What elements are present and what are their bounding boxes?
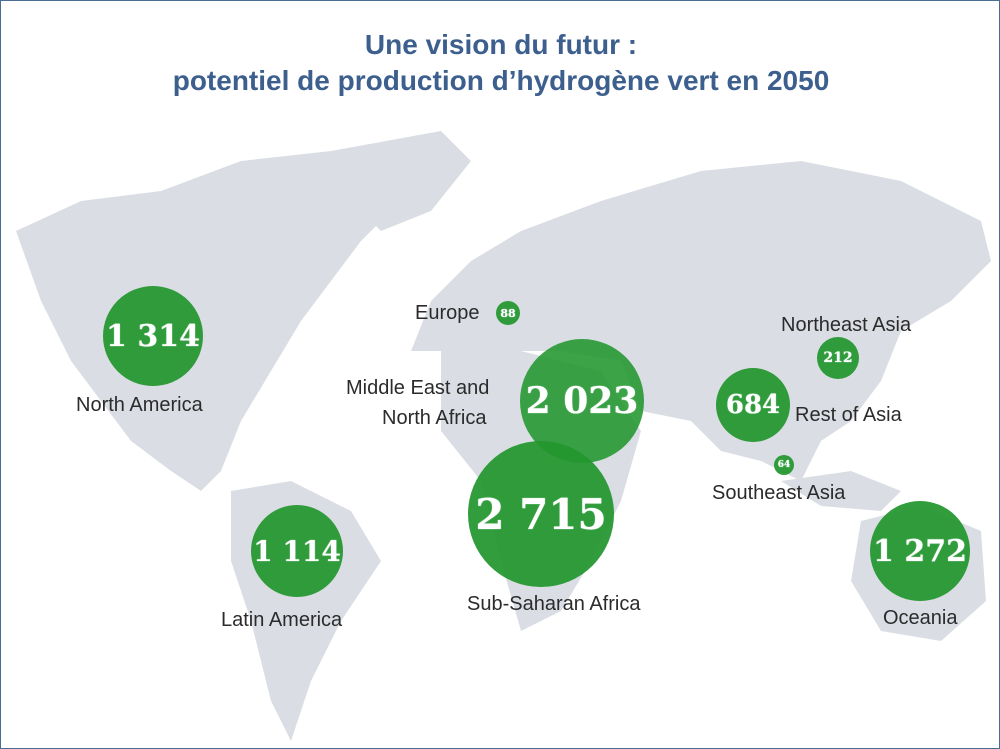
bubble-oceania: 1 272 — [870, 501, 970, 601]
bubble-rest-of-asia: 684 — [716, 368, 790, 442]
bubble-northeast-asia: 212 — [817, 337, 859, 379]
bubble-southeast-asia: 64 — [774, 455, 794, 475]
label-sub-saharan-africa: Sub-Saharan Africa — [467, 593, 641, 615]
title-line-2: potentiel de production d’hydrogène vert… — [172, 65, 830, 96]
land-greenland — [331, 131, 471, 231]
label-northeast-asia: Northeast Asia — [781, 314, 912, 336]
label-mena-line-2: North Africa — [382, 407, 487, 429]
slide-title: Une vision du futur : potentiel de produ… — [1, 27, 999, 99]
bubble-latin-america: 1 114 — [251, 505, 343, 597]
land-north-america — [16, 151, 421, 491]
label-mena-line-1: Middle East and — [346, 377, 490, 399]
label-europe: Europe — [415, 302, 480, 324]
bubble-sub-saharan-africa: 2 715 — [468, 441, 614, 587]
label-latin-america: Latin America — [221, 609, 343, 631]
land-southeast-asia-islands — [781, 471, 901, 511]
title-line-1: Une vision du futur : — [364, 29, 638, 60]
label-southeast-asia: Southeast Asia — [712, 482, 846, 504]
bubble-mena: 2 023 — [520, 339, 644, 463]
label-north-america: North America — [76, 394, 203, 416]
bubble-north-america: 1 314 — [103, 286, 203, 386]
land-eurasia — [411, 161, 991, 481]
label-rest-of-asia: Rest of Asia — [795, 404, 902, 426]
label-oceania: Oceania — [883, 607, 958, 629]
bubble-europe: 88 — [496, 301, 520, 325]
